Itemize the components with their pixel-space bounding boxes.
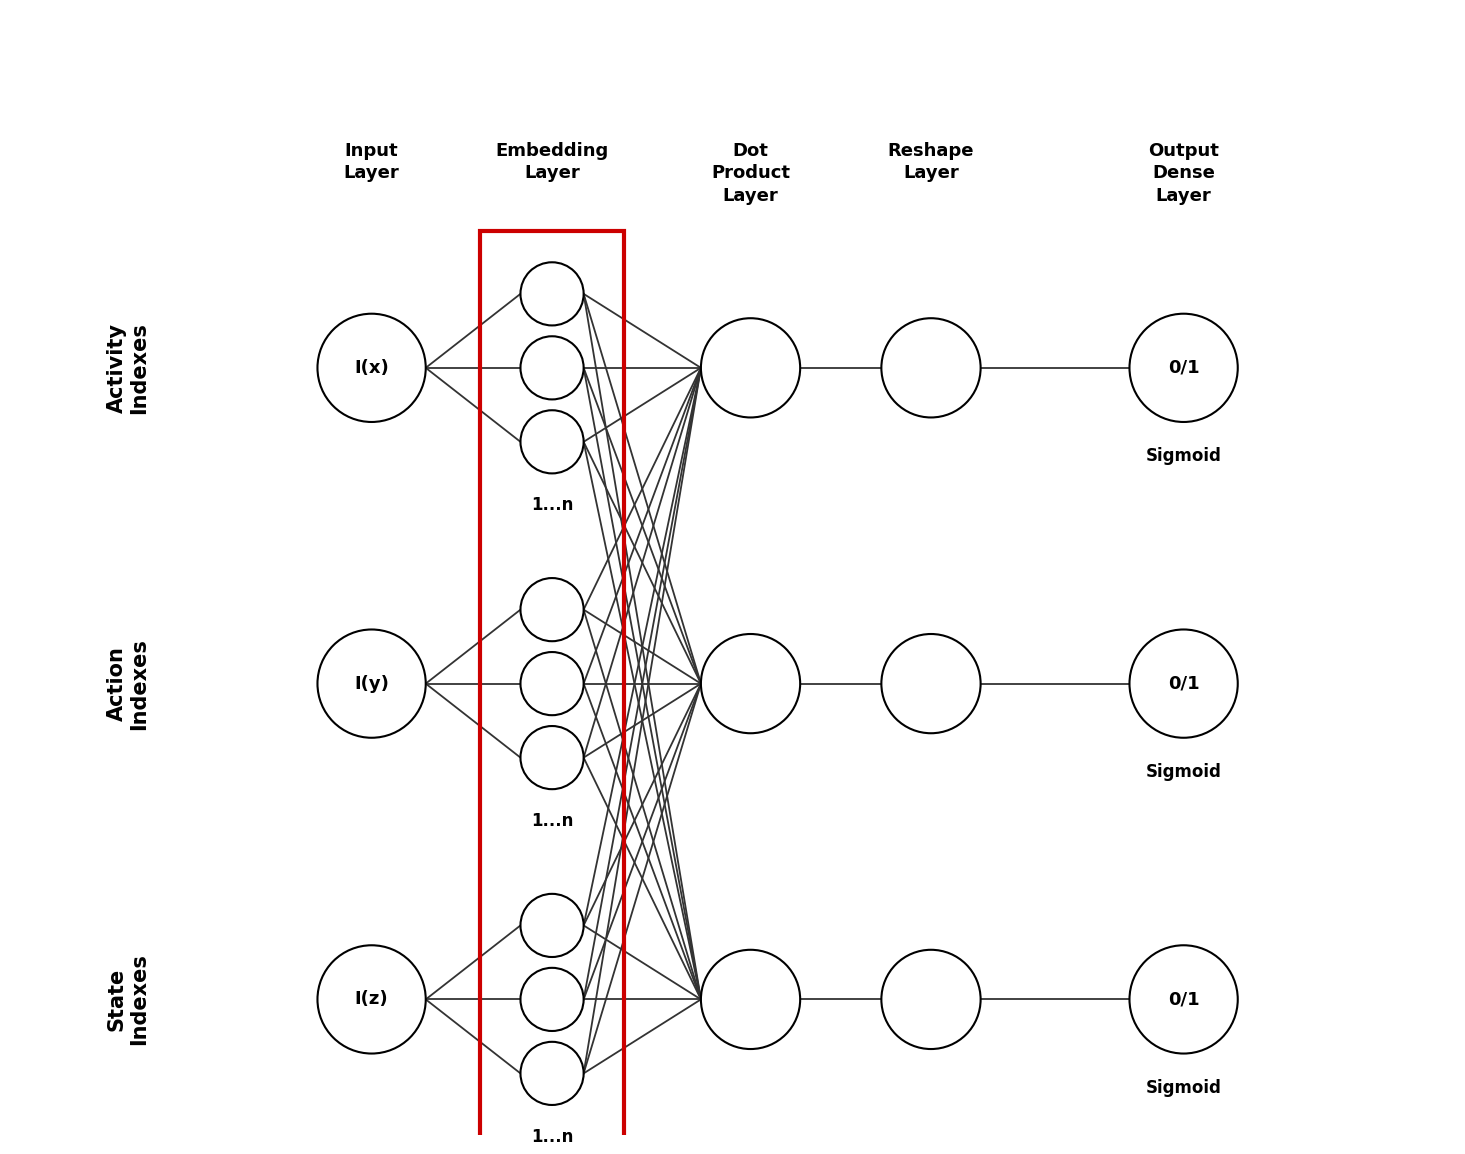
Circle shape bbox=[1130, 629, 1238, 737]
Text: 1...n: 1...n bbox=[530, 1127, 573, 1146]
Text: Input
Layer: Input Layer bbox=[344, 142, 400, 182]
Text: Reshape
Layer: Reshape Layer bbox=[888, 142, 974, 182]
Circle shape bbox=[318, 314, 426, 422]
Text: Sigmoid: Sigmoid bbox=[1146, 448, 1222, 465]
Text: 0/1: 0/1 bbox=[1168, 675, 1200, 692]
Circle shape bbox=[520, 894, 583, 957]
Circle shape bbox=[882, 634, 980, 733]
Circle shape bbox=[1130, 945, 1238, 1054]
Text: I(x): I(x) bbox=[355, 359, 390, 377]
Circle shape bbox=[1130, 314, 1238, 422]
Circle shape bbox=[700, 634, 800, 733]
Circle shape bbox=[520, 726, 583, 789]
Text: 1...n: 1...n bbox=[530, 496, 573, 514]
Text: Sigmoid: Sigmoid bbox=[1146, 1079, 1222, 1096]
Text: Dot
Product
Layer: Dot Product Layer bbox=[711, 142, 790, 204]
Circle shape bbox=[318, 945, 426, 1054]
Text: Embedding
Layer: Embedding Layer bbox=[495, 142, 608, 182]
Circle shape bbox=[882, 950, 980, 1049]
Text: 0/1: 0/1 bbox=[1168, 990, 1200, 1009]
Circle shape bbox=[520, 652, 583, 715]
Text: Activity
Indexes: Activity Indexes bbox=[107, 322, 149, 414]
Text: State
Indexes: State Indexes bbox=[107, 953, 149, 1046]
Text: I(z): I(z) bbox=[355, 990, 388, 1009]
Circle shape bbox=[700, 319, 800, 418]
Text: 1...n: 1...n bbox=[530, 811, 573, 830]
Circle shape bbox=[520, 578, 583, 642]
Circle shape bbox=[520, 262, 583, 325]
Text: 0/1: 0/1 bbox=[1168, 359, 1200, 377]
Circle shape bbox=[520, 410, 583, 473]
Text: I(y): I(y) bbox=[355, 675, 390, 692]
Circle shape bbox=[520, 968, 583, 1031]
Circle shape bbox=[882, 319, 980, 418]
Text: Sigmoid: Sigmoid bbox=[1146, 763, 1222, 781]
Circle shape bbox=[700, 950, 800, 1049]
Bar bbox=[481, 231, 624, 1154]
Text: Action
Indexes: Action Indexes bbox=[107, 638, 149, 729]
Circle shape bbox=[318, 629, 426, 737]
Circle shape bbox=[520, 1042, 583, 1106]
Text: Output
Dense
Layer: Output Dense Layer bbox=[1149, 142, 1219, 204]
Circle shape bbox=[520, 336, 583, 399]
